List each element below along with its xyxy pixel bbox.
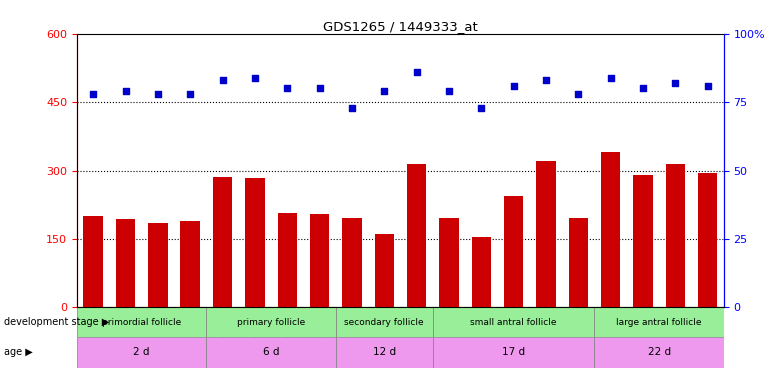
Text: primordial follicle: primordial follicle xyxy=(102,318,181,327)
Bar xyxy=(504,196,524,308)
Bar xyxy=(77,308,206,338)
Bar xyxy=(116,219,136,308)
Bar xyxy=(568,218,588,308)
Bar xyxy=(594,308,724,338)
Text: 12 d: 12 d xyxy=(373,348,396,357)
Bar xyxy=(180,220,200,308)
Point xyxy=(313,86,326,92)
Bar xyxy=(277,213,297,308)
Bar xyxy=(633,175,653,308)
Bar xyxy=(148,223,168,308)
Point xyxy=(152,91,164,97)
Point xyxy=(475,105,487,111)
Text: 2 d: 2 d xyxy=(133,348,150,357)
Point xyxy=(87,91,99,97)
Point xyxy=(507,83,520,89)
Point xyxy=(540,77,552,83)
Point xyxy=(410,69,423,75)
Bar xyxy=(342,218,362,308)
Point xyxy=(637,86,649,92)
Bar xyxy=(336,338,433,368)
Text: 6 d: 6 d xyxy=(263,348,280,357)
Point xyxy=(119,88,132,94)
Bar xyxy=(439,218,459,308)
Text: 17 d: 17 d xyxy=(502,348,525,357)
Text: small antral follicle: small antral follicle xyxy=(470,318,557,327)
Text: primary follicle: primary follicle xyxy=(237,318,305,327)
Bar xyxy=(77,338,206,368)
Bar xyxy=(594,338,724,368)
Bar xyxy=(336,308,433,338)
Point xyxy=(701,83,714,89)
Text: 22 d: 22 d xyxy=(648,348,671,357)
Title: GDS1265 / 1449333_at: GDS1265 / 1449333_at xyxy=(323,20,477,33)
Bar xyxy=(665,164,685,308)
Bar xyxy=(206,308,336,338)
Text: development stage ▶: development stage ▶ xyxy=(4,317,109,327)
Point xyxy=(604,75,617,81)
Point xyxy=(216,77,229,83)
Bar xyxy=(310,214,330,308)
Bar xyxy=(83,216,103,308)
Bar xyxy=(698,173,718,308)
Point xyxy=(378,88,390,94)
Bar xyxy=(374,234,394,308)
Point xyxy=(346,105,358,111)
Bar xyxy=(601,152,621,308)
Bar xyxy=(536,161,556,308)
Bar xyxy=(433,338,594,368)
Text: large antral follicle: large antral follicle xyxy=(616,318,702,327)
Point xyxy=(249,75,261,81)
Point xyxy=(572,91,584,97)
Text: secondary follicle: secondary follicle xyxy=(344,318,424,327)
Bar xyxy=(471,237,491,308)
Bar xyxy=(213,177,233,308)
Text: age ▶: age ▶ xyxy=(4,348,32,357)
Bar xyxy=(433,308,594,338)
Bar xyxy=(206,338,336,368)
Point xyxy=(443,88,455,94)
Bar xyxy=(407,164,427,308)
Point xyxy=(669,80,681,86)
Point xyxy=(184,91,196,97)
Bar xyxy=(245,178,265,308)
Point xyxy=(281,86,293,92)
